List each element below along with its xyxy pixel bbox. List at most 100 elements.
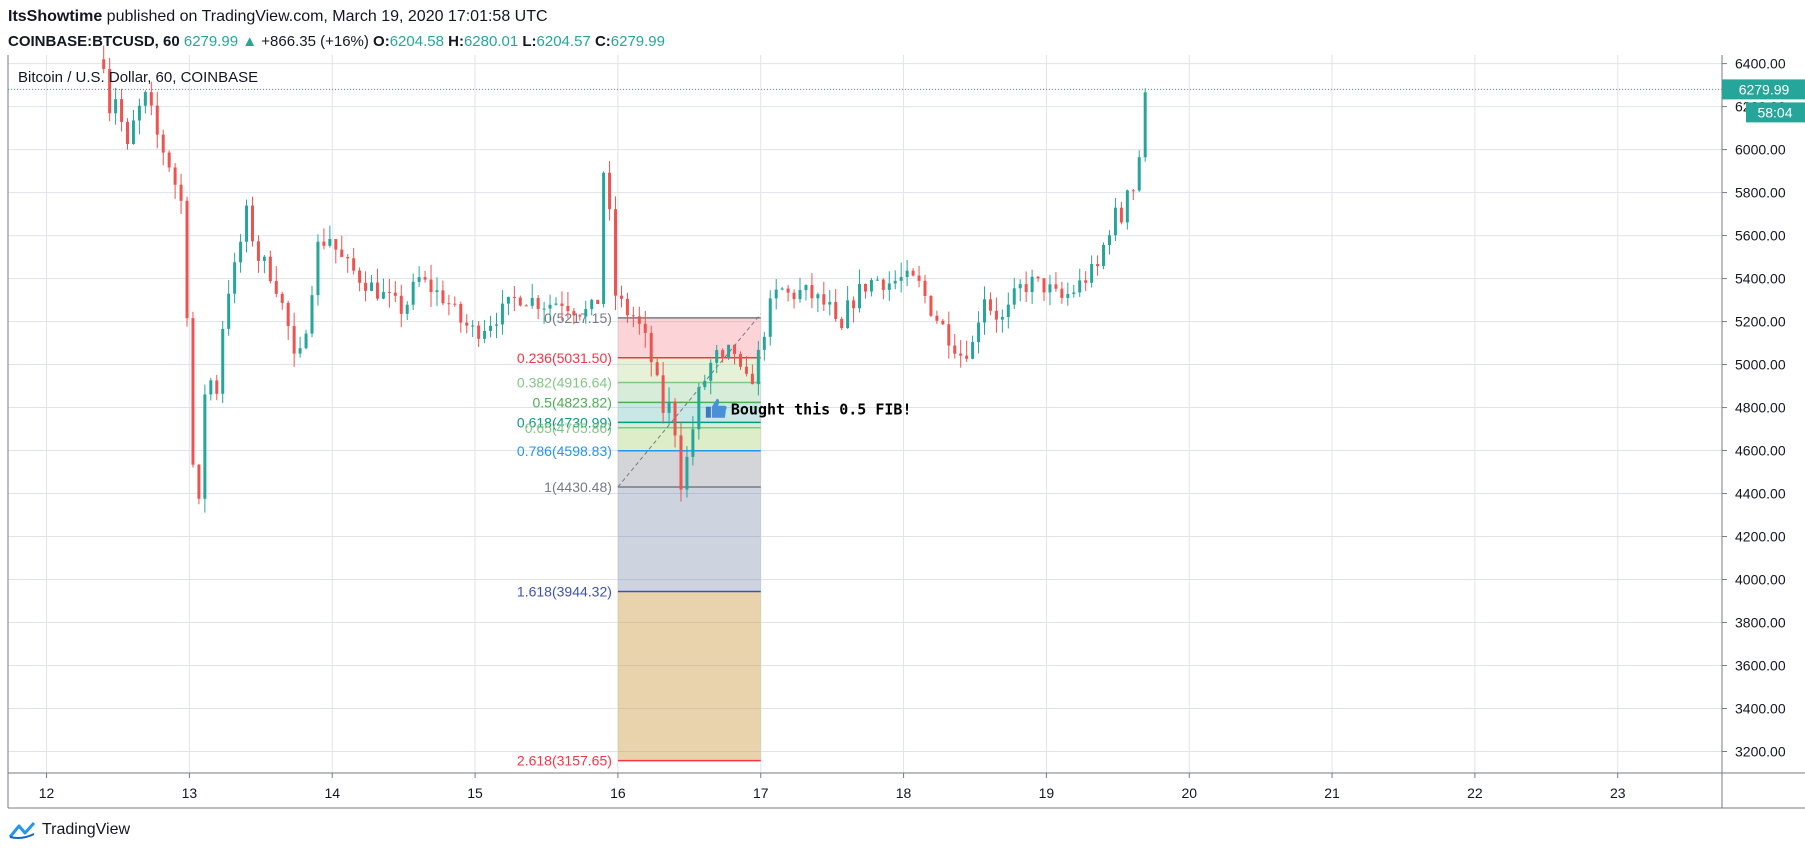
candle-body-down — [560, 303, 564, 307]
open-label: O: — [373, 33, 390, 50]
candle-body-down — [126, 121, 130, 144]
candle-body-up — [828, 301, 832, 305]
candle-body-down — [649, 332, 653, 363]
time-axis[interactable]: 12 13 14 15 16 17 18 19 20 21 22 23 — [39, 773, 1626, 801]
candle-body-down — [911, 270, 915, 276]
fib-level-label: 0(5217.15) — [544, 310, 612, 326]
fib-level-label: 0.618(4730.99) — [517, 414, 612, 430]
candle-body-down — [947, 324, 951, 346]
candle-body-down — [834, 301, 838, 320]
tradingview-brand[interactable]: TradingView — [42, 821, 131, 838]
candle-body-up — [530, 298, 534, 306]
candle-body-up — [691, 429, 695, 457]
time-tick-label: 18 — [896, 785, 912, 801]
price-tick-label: 5200.00 — [1735, 314, 1786, 330]
fib-trend-line — [617, 313, 762, 488]
fib-zone — [617, 591, 761, 761]
candle-body-down — [578, 315, 582, 317]
candle-body-up — [756, 349, 760, 385]
time-tick-label: 15 — [467, 785, 483, 801]
price-axis[interactable]: 3200.00 3400.00 3600.00 3800.00 4000.00 4200.… — [1722, 56, 1786, 760]
candle-body-up — [1078, 280, 1082, 293]
author-name[interactable]: ItsShowtime — [8, 8, 103, 25]
candle-body-down — [161, 134, 165, 153]
candle-body-down — [173, 167, 177, 185]
candle-body-up — [1113, 207, 1117, 236]
candle-body-down — [929, 295, 933, 316]
candle-body-down — [286, 302, 290, 327]
chart-header: ItsShowtime published on TradingView.com… — [8, 6, 1708, 53]
candle-body-up — [899, 277, 903, 281]
candle-body-up — [554, 303, 558, 305]
candle-body-down — [250, 205, 254, 242]
candle-body-down — [185, 200, 189, 319]
candle-body-down — [637, 316, 641, 324]
candle-body-down — [608, 172, 612, 210]
candle-body-up — [1143, 92, 1147, 158]
candle-body-down — [292, 326, 296, 354]
candle-body-up — [768, 298, 772, 337]
candle-body-up — [703, 380, 707, 388]
candle-body-down — [852, 300, 856, 309]
countdown-label: 58:04 — [1757, 104, 1792, 120]
candle-body-up — [203, 394, 207, 499]
candle-body-down — [566, 306, 570, 312]
time-tick-label: 16 — [610, 785, 626, 801]
candle-body-down — [274, 281, 278, 294]
candle-body-down — [364, 282, 368, 291]
candle-body-up — [667, 401, 671, 413]
fib-zone — [617, 382, 761, 403]
candle-body-down — [822, 294, 826, 305]
candle-body-down — [661, 375, 665, 413]
last-price: 6279.99 — [183, 33, 239, 50]
candle-body-up — [494, 324, 498, 326]
candle-body-up — [715, 350, 719, 363]
candle-body-down — [750, 373, 754, 385]
candle-body-up — [328, 239, 332, 246]
time-tick-label: 22 — [1467, 785, 1483, 801]
candle-body-down — [346, 256, 350, 259]
candle-body-down — [102, 59, 106, 69]
chart-title: Bitcoin / U.S. Dollar, 60, COINBASE — [18, 69, 258, 86]
fib-retracement[interactable]: 0(5217.15) 0.236(5031.50) 0.382(4916.64) 0.… — [517, 310, 762, 769]
price-tick-label: 5400.00 — [1735, 271, 1786, 287]
candle-body-down — [1060, 288, 1064, 298]
candle-body-up — [798, 290, 802, 300]
candle-body-up — [381, 291, 385, 299]
candle-body-up — [1018, 284, 1022, 289]
fib-level-label: 0.236(5031.50) — [517, 350, 612, 366]
candle-body-down — [352, 258, 356, 271]
candle-body-up — [1000, 316, 1004, 320]
fib-level-label: 0.65(4705.86) — [525, 420, 612, 436]
candle-body-up — [304, 333, 308, 349]
candle-body-down — [744, 366, 748, 374]
candle-body-down — [477, 325, 481, 339]
candle-body-down — [423, 277, 427, 280]
candle-body-down — [679, 435, 683, 490]
candle-body-up — [114, 99, 118, 114]
candle-body-down — [393, 292, 397, 296]
candle-body-down — [191, 318, 195, 465]
candle-body-down — [881, 279, 885, 290]
time-tick-label: 17 — [753, 785, 769, 801]
candle-body-down — [524, 305, 528, 307]
low-label: L: — [522, 33, 537, 50]
candle-body-up — [590, 299, 594, 310]
candle-body-down — [459, 303, 463, 323]
candle-body-up — [500, 303, 504, 325]
candle-body-up — [131, 120, 135, 144]
annotation-text: Bought this 0.5 FIB! — [731, 401, 912, 419]
candle-body-down — [959, 353, 963, 356]
up-arrow-icon: ▲ — [242, 33, 258, 50]
time-tick-label: 12 — [39, 785, 55, 801]
price-tick-label: 3800.00 — [1735, 615, 1786, 631]
candle-body-down — [655, 362, 659, 376]
candle-body-up — [1072, 292, 1076, 294]
candle-body-down — [786, 288, 790, 293]
candle-body-down — [1024, 284, 1028, 293]
candle-body-up — [221, 328, 225, 394]
candle-body-up — [405, 304, 409, 314]
candle-body-up — [846, 300, 850, 329]
candle-body-up — [1012, 288, 1016, 305]
